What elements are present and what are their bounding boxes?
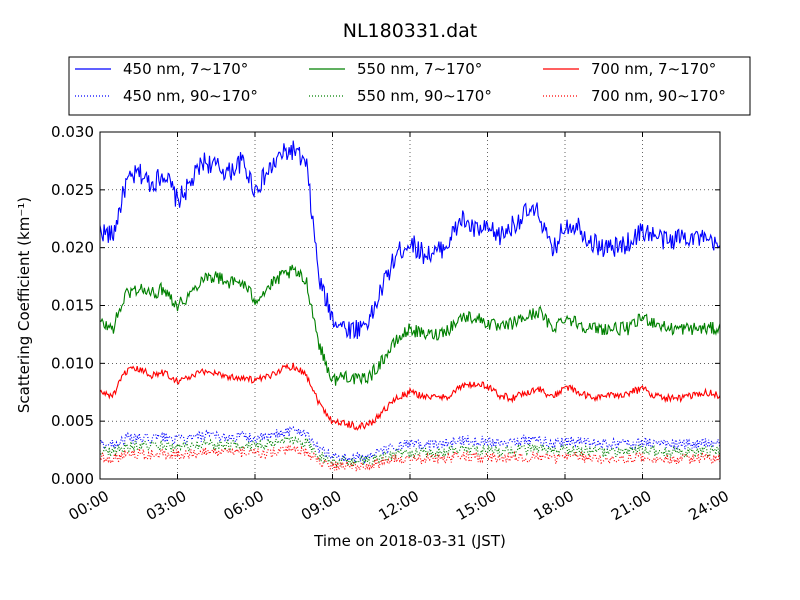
x-tick-label: 24:00 <box>686 487 732 524</box>
x-tick-label: 03:00 <box>143 487 189 524</box>
legend-label-1: 550 nm, 7∼170° <box>357 60 482 78</box>
y-axis-label: Scattering Coefficient (km⁻¹) <box>15 197 33 413</box>
y-tick-label: 0.010 <box>51 354 94 372</box>
series-line-4 <box>99 435 721 468</box>
y-tick-label: 0.000 <box>51 470 94 488</box>
series-line-2 <box>99 362 721 431</box>
x-tick-label: 12:00 <box>376 487 422 524</box>
x-tick-label: 00:00 <box>66 487 112 524</box>
legend: 450 nm, 7∼170° 550 nm, 7∼170° 700 nm, 7∼17… <box>68 56 751 116</box>
y-tick-label: 0.020 <box>51 239 94 257</box>
legend-label-5: 700 nm, 90∼170° <box>591 87 726 105</box>
x-tick-label: 15:00 <box>453 487 499 524</box>
x-axis-label: Time on 2018-03-31 (JST) <box>313 532 506 550</box>
x-tick-label: 21:00 <box>608 487 654 524</box>
series-line-1 <box>99 264 721 386</box>
y-tick-label: 0.030 <box>51 123 94 141</box>
y-tick-label: 0.015 <box>51 297 94 315</box>
legend-label-3: 450 nm, 90∼170° <box>123 87 258 105</box>
legend-label-0: 450 nm, 7∼170° <box>123 60 248 78</box>
grid <box>100 132 720 479</box>
series-layer <box>99 140 721 472</box>
y-tick-label: 0.005 <box>51 412 94 430</box>
x-tick-label: 18:00 <box>531 487 577 524</box>
legend-box <box>68 56 751 116</box>
x-tick-label: 06:00 <box>221 487 267 524</box>
legend-label-4: 550 nm, 90∼170° <box>357 87 492 105</box>
series-line-0 <box>99 140 721 340</box>
legend-label-2: 700 nm, 7∼170° <box>591 60 716 78</box>
series-line-5 <box>99 444 721 472</box>
chart-title: NL180331.dat <box>343 20 478 42</box>
y-tick-label: 0.025 <box>51 181 94 199</box>
x-tick-label: 09:00 <box>298 487 344 524</box>
